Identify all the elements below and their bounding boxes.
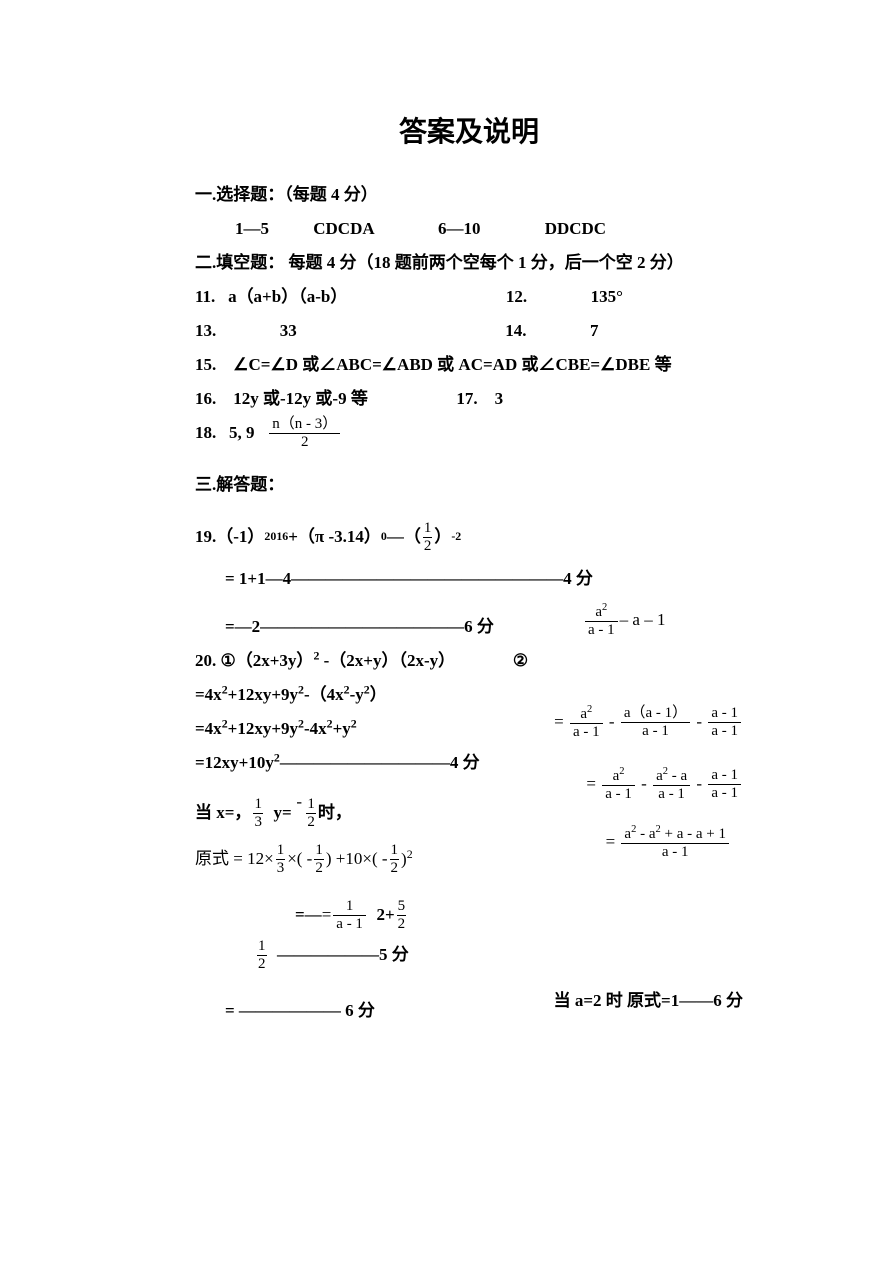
a16: 12y 或-12y 或-9 等 [233, 389, 368, 408]
q20a-s1: =4x2+12xy+9y2-（4x2-y2） [195, 678, 513, 712]
a18-pre: 5, 9 [229, 416, 255, 450]
a13-label: 13. [195, 321, 216, 340]
q20a-r2: 12 ——————5 分 [195, 938, 513, 972]
a14: 7 [590, 321, 599, 340]
row-13-14: 13. 33 14. 7 [195, 314, 743, 348]
row-15: 15. ∠C=∠D 或∠ABC=∠ABD 或 AC=AD 或∠CBE=∠DBE … [195, 348, 743, 382]
row-18: 18. 5, 9 n（n - 3） 2 [195, 416, 743, 450]
a18-frac: n（n - 3） 2 [269, 416, 340, 450]
q20a-r1: =— = 1a - 1 2+ 52 [195, 898, 513, 932]
a17: 3 [495, 389, 504, 408]
ans1-5-label: 1—5 [235, 219, 269, 238]
a13: 33 [280, 321, 297, 340]
a15: ∠C=∠D 或∠ABC=∠ABD 或 AC=AD 或∠CBE=∠DBE 等 [233, 355, 671, 374]
ans6-10-label: 6—10 [438, 219, 481, 238]
q19-step2: =—2————————————6 分 [195, 610, 583, 644]
q20a-s2: =4x2+12xy+9y2-4x2+y2 [195, 712, 513, 746]
q20a-r3: = —————— 6 分 [195, 994, 513, 1028]
section1-header: 一.选择题：（每题 4 分） [195, 178, 743, 212]
row-16-17: 16. 12y 或-12y 或-9 等 17. 3 [195, 382, 743, 416]
q20b-final: 当 a=2 时 原式=1——6 分 [513, 984, 743, 1018]
a17-label: 17. [456, 389, 477, 408]
q20b-s2: = a2a - 1 - a2 - aa - 1 - a - 1a - 1 [513, 766, 743, 802]
ans1-5: CDCDA [313, 219, 373, 238]
a15-label: 15. [195, 355, 216, 374]
section1-answers: 1—5 CDCDA 6—10 DDCDC [195, 212, 743, 246]
section3-header: 三.解答题： [195, 468, 743, 502]
section2-header: 二.填空题： 每题 4 分（18 题前两个空每个 1 分，后一个空 2 分） [195, 246, 743, 280]
q20b-label: ② [513, 644, 743, 678]
a11-label: 11. [195, 287, 215, 306]
q20b-top: a2a - 1 – a – 1 [583, 602, 743, 638]
a16-label: 16. [195, 389, 216, 408]
q20a-when: 当 x=， 13 y= 12- 时， [195, 796, 513, 830]
q20b-s1: = a2a - 1 - a（a - 1）a - 1 - a - 1a - 1 [513, 704, 743, 740]
q19-expr: 19. （-1）2016 +（π -3.14）0 —（ 12 ）-2 [195, 520, 743, 554]
q20a-sub: 原式 = 12× 13 ×( - 12 ) +10×( - 12 )2 [195, 842, 513, 876]
q20a-s3: =12xy+10y2——————————4 分 [195, 746, 513, 780]
page-title: 答案及说明 [195, 110, 743, 150]
a12-label: 12. [506, 287, 527, 306]
row-11-12: 11. a（a+b）（a-b） 12. 135° [195, 280, 743, 314]
q20a-expr: 20. ①（2x+3y）2 -（2x+y）（2x-y） [195, 644, 513, 678]
q20b-s3: = a2 - a2 + a - a + 1a - 1 [513, 824, 743, 860]
ans6-10: DDCDC [545, 219, 606, 238]
a11: a（a+b）（a-b） [228, 287, 347, 306]
q19-label: 19. [195, 520, 216, 554]
q19-step1: = 1+1—4————————————————4 分 [195, 562, 743, 596]
a18-label: 18. [195, 416, 216, 450]
a12: 135° [591, 287, 623, 306]
a14-label: 14. [505, 321, 526, 340]
